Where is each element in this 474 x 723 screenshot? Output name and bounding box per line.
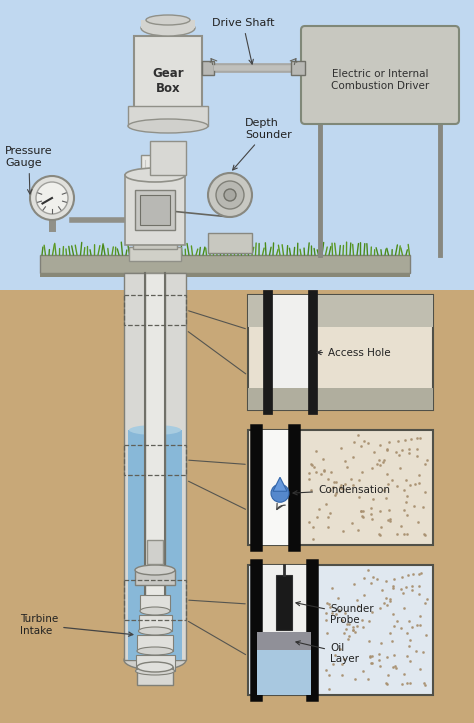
Circle shape (36, 182, 68, 214)
Bar (133, 241, 177, 249)
Ellipse shape (146, 15, 190, 25)
Ellipse shape (138, 627, 172, 635)
Bar (124, 295, 186, 325)
Text: Gear
Box: Gear Box (152, 67, 184, 95)
Bar (147, 540, 163, 564)
Ellipse shape (141, 20, 195, 36)
Bar (222, 181, 238, 209)
FancyBboxPatch shape (301, 26, 459, 124)
Ellipse shape (136, 667, 174, 675)
Polygon shape (0, 290, 474, 723)
Bar (276, 575, 292, 630)
Bar (257, 650, 311, 695)
Ellipse shape (140, 607, 170, 615)
Bar (140, 195, 170, 225)
Bar (124, 445, 186, 475)
Bar (208, 233, 252, 253)
Text: Oil
Layer: Oil Layer (296, 641, 359, 664)
Text: Sounder
Probe: Sounder Probe (296, 602, 374, 625)
Bar (135, 190, 175, 230)
Bar (129, 247, 181, 261)
Bar (40, 273, 410, 277)
Text: Turbine
Intake: Turbine Intake (20, 615, 133, 636)
Bar (128, 430, 182, 660)
Bar (135, 570, 175, 585)
Ellipse shape (131, 109, 205, 123)
Ellipse shape (128, 119, 208, 133)
Polygon shape (0, 0, 474, 290)
Bar (248, 388, 433, 410)
Polygon shape (273, 477, 287, 491)
Bar (256, 565, 312, 695)
Bar (248, 295, 433, 328)
Bar (134, 36, 202, 116)
Bar (256, 430, 294, 545)
Bar (137, 667, 173, 685)
Ellipse shape (124, 650, 186, 670)
Bar (124, 580, 186, 620)
Bar (202, 61, 214, 75)
Bar (141, 155, 169, 255)
Bar (125, 175, 185, 245)
Bar (140, 595, 170, 611)
Ellipse shape (125, 168, 185, 182)
Ellipse shape (137, 647, 173, 655)
Bar (268, 295, 313, 410)
Bar (40, 255, 410, 273)
Bar (150, 141, 186, 175)
Circle shape (271, 484, 289, 502)
Bar (257, 632, 311, 650)
Ellipse shape (135, 565, 175, 575)
Text: Pressure
Gauge: Pressure Gauge (5, 146, 53, 194)
Bar (136, 655, 175, 671)
Bar (145, 273, 165, 600)
Text: Condensation: Condensation (293, 485, 390, 495)
Bar (137, 635, 173, 651)
Text: Access Hole: Access Hole (317, 348, 391, 357)
Bar (141, 20, 195, 28)
Circle shape (216, 181, 244, 209)
Bar (291, 61, 305, 75)
Text: Depth
Sounder: Depth Sounder (233, 119, 292, 170)
Bar (128, 106, 208, 126)
Circle shape (224, 189, 236, 201)
Text: Electric or Internal
Combustion Driver: Electric or Internal Combustion Driver (331, 69, 429, 91)
Ellipse shape (129, 425, 181, 435)
Bar (248, 565, 433, 695)
Bar (248, 430, 433, 545)
Bar (139, 615, 172, 631)
Bar (124, 273, 186, 660)
Circle shape (208, 173, 252, 217)
Circle shape (30, 176, 74, 220)
Text: Drive Shaft: Drive Shaft (212, 18, 274, 64)
Bar (248, 295, 433, 410)
Ellipse shape (137, 662, 173, 672)
